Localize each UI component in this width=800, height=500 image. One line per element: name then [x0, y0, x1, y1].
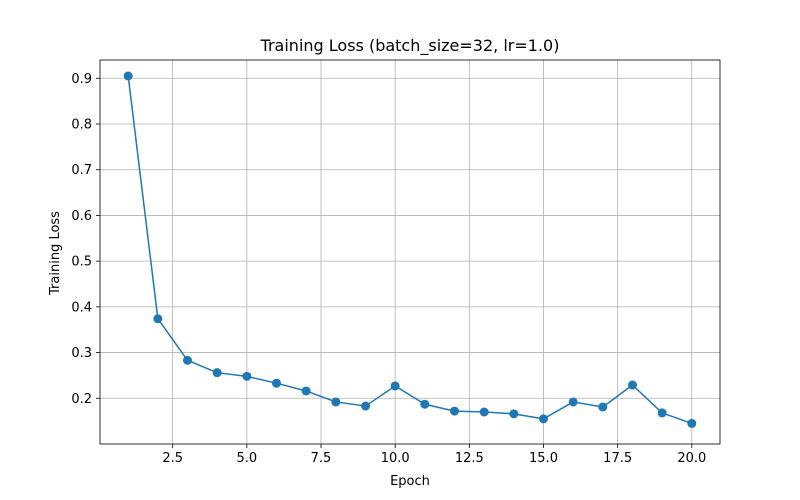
- data-point: [390, 381, 400, 391]
- x-tick-label: 17.5: [603, 451, 632, 466]
- y-tick-label: 0.5: [71, 255, 92, 270]
- x-tick-label: 12.5: [455, 451, 484, 466]
- data-point: [598, 402, 608, 412]
- axes: [99, 59, 721, 445]
- y-tick-label: 0.7: [71, 163, 92, 178]
- x-axis-title: Epoch: [390, 474, 430, 489]
- data-point: [657, 408, 667, 418]
- data-point: [301, 386, 311, 396]
- y-axis-title: Training Loss: [48, 211, 63, 296]
- data-point: [183, 355, 193, 365]
- y-tick-label: 0.8: [71, 118, 92, 133]
- y-tick-label: 0.3: [71, 346, 92, 361]
- grid: [100, 60, 720, 444]
- ticks: 2.5 5.0 7.5 10.0 12.5 15.0 17.5 20.0 0.2 0.3 0.4 0.…: [71, 72, 706, 466]
- data-point: [627, 380, 637, 390]
- data-point: [538, 414, 548, 424]
- x-tick-label: 15.0: [529, 451, 558, 466]
- data-point: [361, 401, 371, 411]
- data-point: [449, 406, 459, 416]
- data-point: [272, 378, 282, 388]
- x-tick-label: 7.5: [311, 451, 332, 466]
- y-tick-label: 0.2: [71, 392, 92, 407]
- data-point: [568, 397, 578, 407]
- data-point: [331, 397, 341, 407]
- plot-frame: [99, 59, 721, 445]
- x-tick-label: 10.0: [381, 451, 410, 466]
- x-tick-label: 5.0: [236, 451, 257, 466]
- data-point: [153, 314, 163, 324]
- chart-title: Training Loss (batch_size=32, lr=1.0): [260, 36, 560, 56]
- x-tick-label: 20.0: [677, 451, 706, 466]
- data-point: [687, 418, 697, 428]
- x-tick-label: 2.5: [162, 451, 183, 466]
- y-tick-label: 0.4: [71, 300, 92, 315]
- y-tick-label: 0.9: [71, 72, 92, 87]
- series-line: [127, 75, 693, 425]
- data-point: [123, 71, 133, 81]
- data-point: [509, 409, 519, 419]
- data-point: [420, 399, 430, 409]
- data-point: [479, 407, 489, 417]
- y-tick-label: 0.6: [71, 209, 92, 224]
- data-point: [242, 371, 252, 381]
- data-point: [212, 368, 222, 378]
- series-layer: [123, 71, 697, 428]
